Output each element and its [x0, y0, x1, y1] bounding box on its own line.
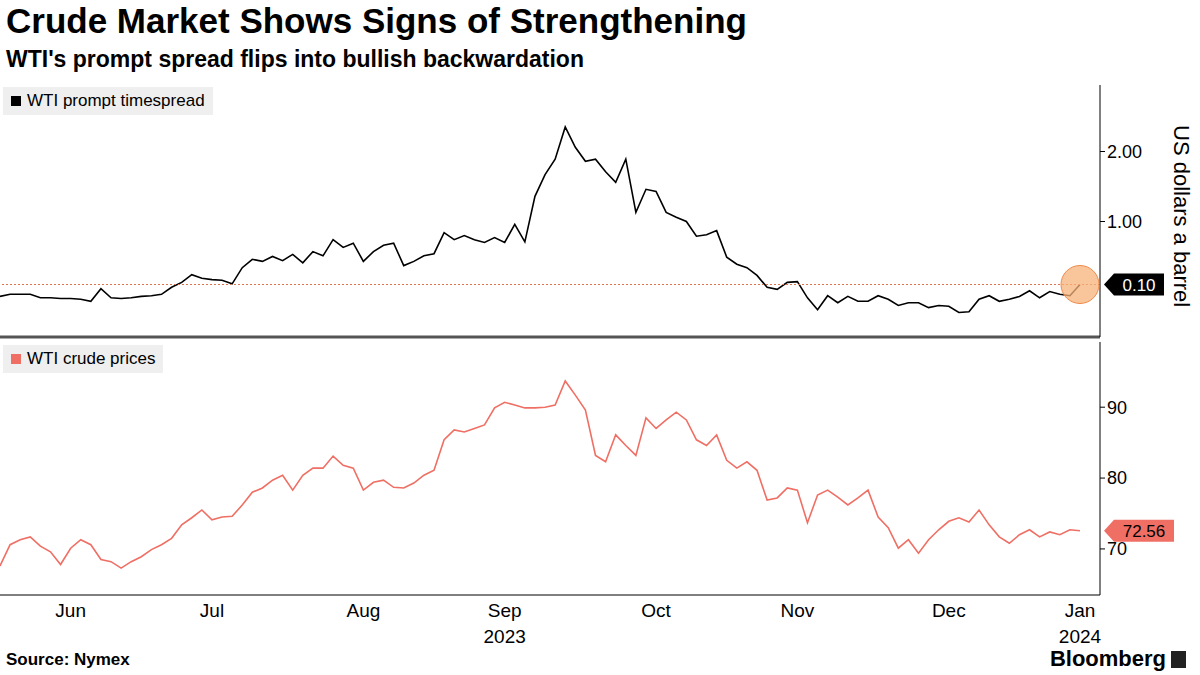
svg-text:70: 70: [1107, 539, 1127, 559]
svg-text:Jul: Jul: [200, 600, 224, 621]
html-text:Crude Market Shows Signs of St: Crude Market Shows Signs of Strengthenin…: [6, 1, 747, 40]
svg-text:90: 90: [1107, 398, 1127, 418]
svg-text:Jan2024: Jan2024: [1059, 600, 1102, 647]
html-text:WTI's prompt spread flips into: WTI's prompt spread flips into bullish b…: [6, 46, 584, 72]
html-text:WTI prompt timespread: WTI prompt timespread: [27, 91, 205, 110]
svg-text:Aug: Aug: [346, 600, 380, 621]
svg-text:Dec: Dec: [932, 600, 966, 621]
html-text:US dollars a barrel: US dollars a barrel: [1169, 125, 1194, 308]
html-text:Source: Nymex: Source: Nymex: [6, 650, 130, 669]
svg-text:Oct: Oct: [641, 600, 671, 621]
svg-text:72.56: 72.56: [1123, 522, 1166, 541]
svg-text:Jun: Jun: [55, 600, 86, 621]
svg-text:0.10: 0.10: [1122, 276, 1155, 295]
svg-text:Nov: Nov: [780, 600, 814, 621]
html-text:Bloomberg: Bloomberg: [1049, 646, 1166, 671]
svg-text:1.00: 1.00: [1107, 212, 1142, 232]
svg-text:Sep2023: Sep2023: [484, 600, 526, 647]
html-text:WTI crude prices: WTI crude prices: [27, 349, 156, 368]
svg-text:2.00: 2.00: [1107, 142, 1142, 162]
svg-text:80: 80: [1107, 468, 1127, 488]
